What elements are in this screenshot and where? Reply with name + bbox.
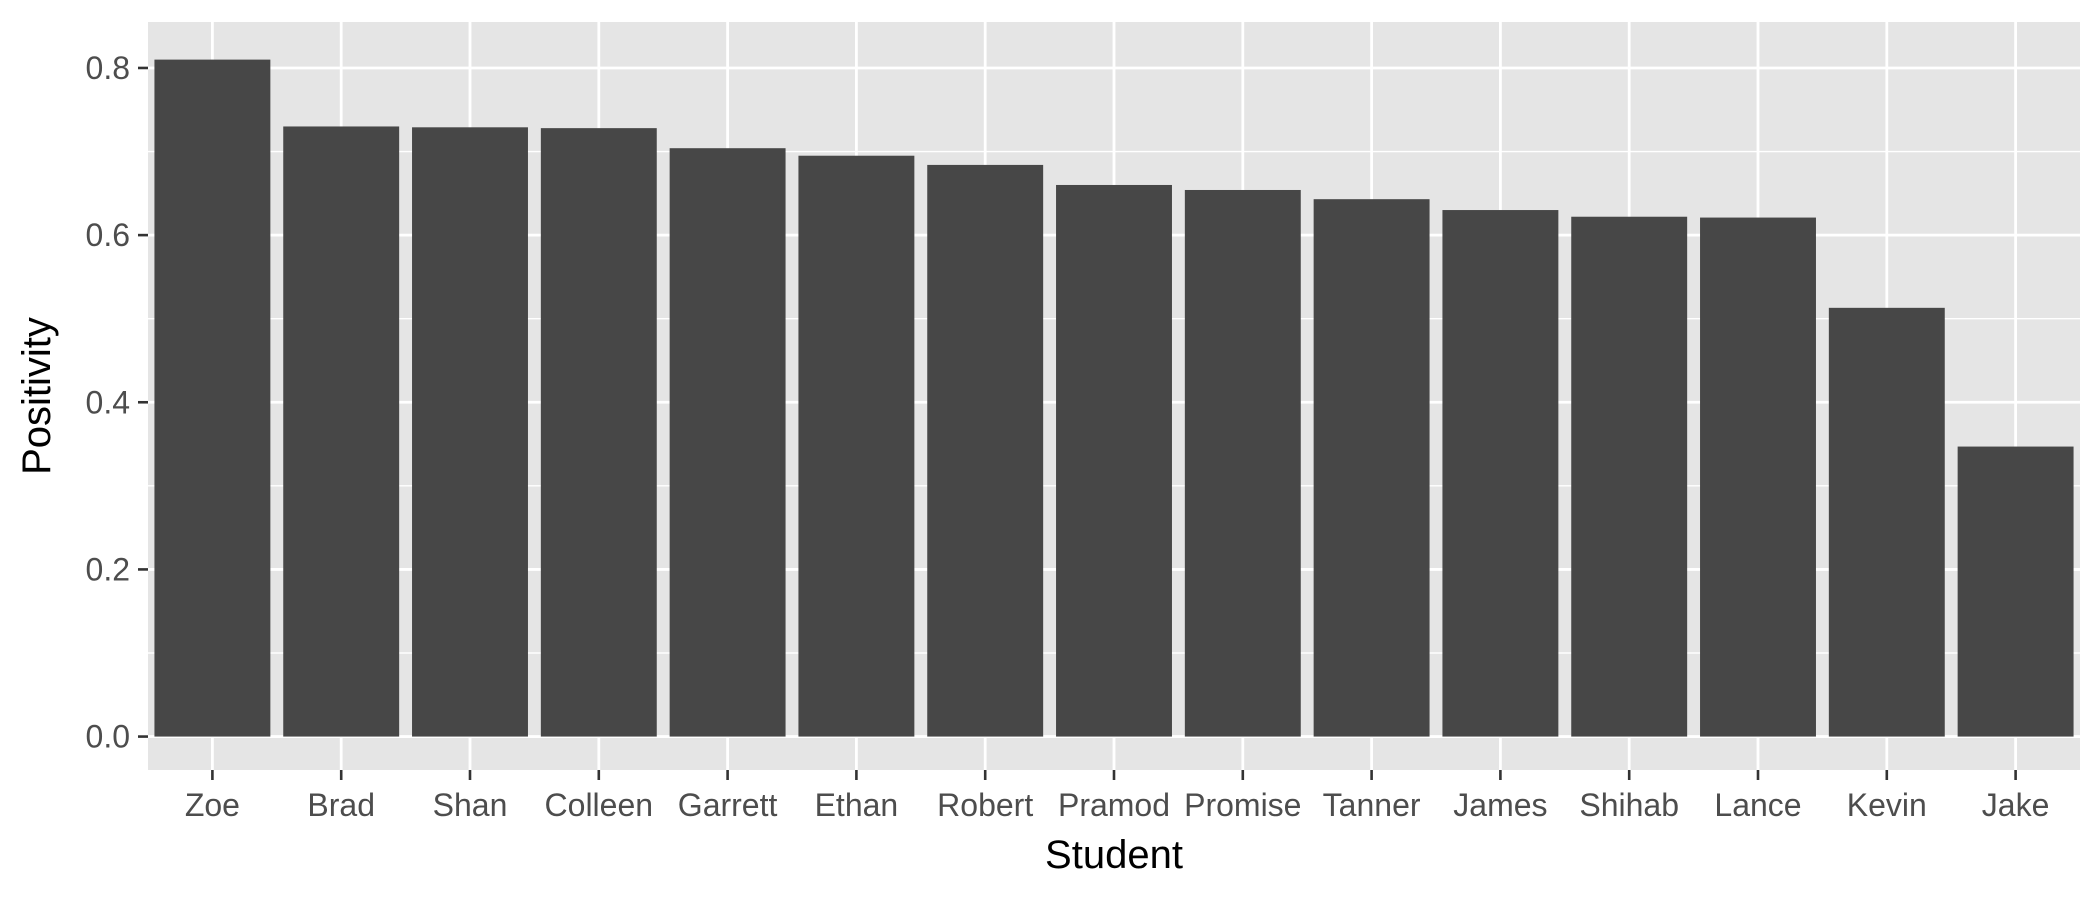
bar-zoe bbox=[154, 59, 271, 737]
bar-garrett bbox=[669, 148, 786, 737]
x-tick-label: Shihab bbox=[1579, 787, 1679, 823]
bar-james bbox=[1442, 210, 1559, 737]
x-tick-label: Promise bbox=[1184, 787, 1301, 823]
x-tick-label: James bbox=[1453, 787, 1547, 823]
y-tick-label: 0.0 bbox=[86, 719, 130, 755]
x-tick-label: Shan bbox=[433, 787, 508, 823]
x-axis-title: Student bbox=[1045, 833, 1183, 877]
y-axis-title: Positivity bbox=[15, 317, 59, 475]
bar-ethan bbox=[798, 155, 915, 737]
y-tick-label: 0.6 bbox=[86, 217, 130, 253]
x-tick-label: Tanner bbox=[1323, 787, 1421, 823]
bar-shihab bbox=[1571, 216, 1688, 737]
bar-kevin bbox=[1828, 307, 1945, 737]
x-tick-label: Jake bbox=[1982, 787, 2050, 823]
bar-jake bbox=[1957, 446, 2074, 737]
bar-brad bbox=[283, 126, 400, 737]
bars bbox=[154, 59, 2074, 737]
y-tick-label: 0.2 bbox=[86, 551, 130, 587]
bar-promise bbox=[1184, 189, 1301, 737]
y-tick-label: 0.8 bbox=[86, 50, 130, 86]
bar-shan bbox=[412, 127, 528, 737]
x-tick-label: Garrett bbox=[678, 787, 778, 823]
x-tick-label: Brad bbox=[307, 787, 375, 823]
x-tick-label: Kevin bbox=[1847, 787, 1927, 823]
x-tick-label: Ethan bbox=[815, 787, 899, 823]
bar-lance bbox=[1700, 217, 1816, 737]
bar-colleen bbox=[540, 128, 657, 737]
bar-pramod bbox=[1056, 184, 1172, 737]
x-axis: Zoe Brad Shan Colleen Garrett Ethan Robert Pram… bbox=[185, 770, 2050, 823]
x-tick-label: Colleen bbox=[545, 787, 654, 823]
x-tick-label: Zoe bbox=[185, 787, 240, 823]
bar-tanner bbox=[1313, 199, 1430, 737]
y-axis: 0.0 0.2 0.4 0.6 0.8 bbox=[86, 50, 148, 755]
y-tick-label: 0.4 bbox=[86, 384, 130, 420]
x-tick-label: Pramod bbox=[1058, 787, 1170, 823]
x-tick-label: Lance bbox=[1714, 787, 1801, 823]
x-tick-label: Robert bbox=[937, 787, 1033, 823]
bar-robert bbox=[927, 164, 1044, 737]
